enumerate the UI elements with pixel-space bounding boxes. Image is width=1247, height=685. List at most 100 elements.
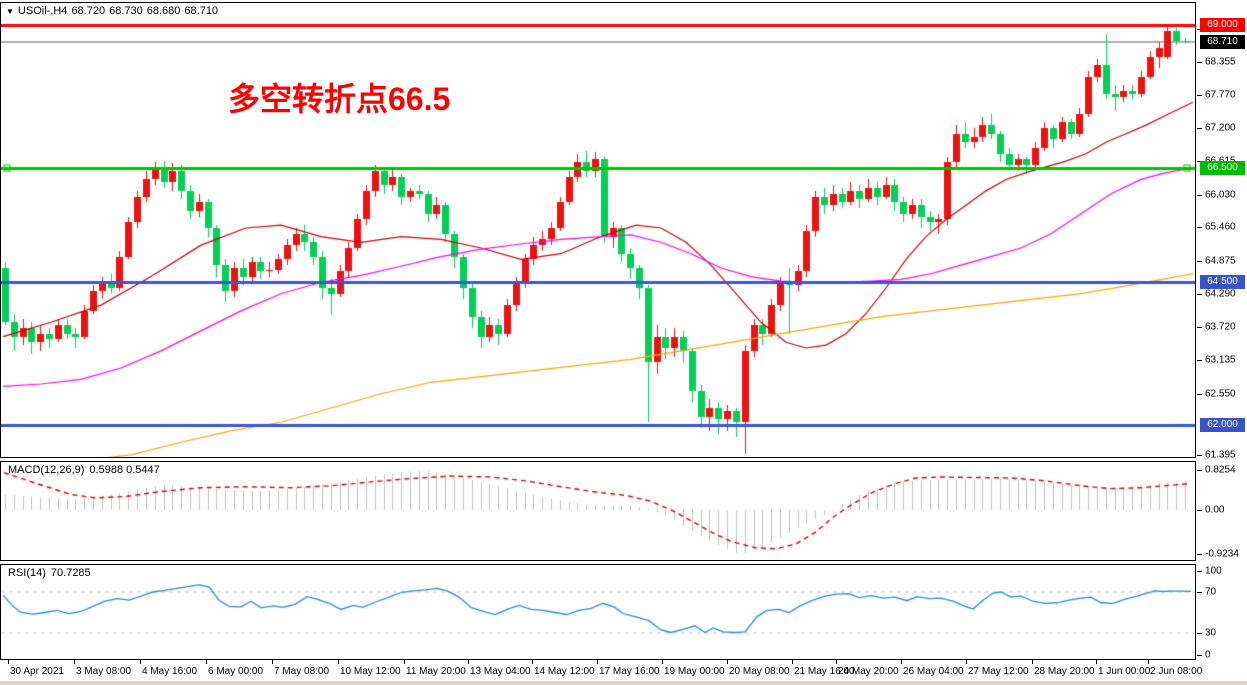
time-tick-label: 21 May 16:00 [794,666,855,677]
price-close: 68.710 [184,5,219,17]
axis-tick-mark [1197,261,1202,262]
macd-tick-label: 0.00 [1205,504,1225,516]
time-tick-mark [836,660,837,664]
time-tick-mark [1032,660,1033,664]
time-tick-mark [966,660,967,664]
chevron-down-icon[interactable]: ▼ [6,7,14,16]
price-tick-label: 63.135 [1205,354,1236,366]
time-tick-mark [468,660,469,664]
time-tick-mark [74,660,75,664]
time-tick-label: 11 May 20:00 [406,666,466,677]
price-tick-label: 64.290 [1205,288,1236,300]
main-chart-canvas[interactable] [1,3,1195,457]
macd-tick-label: 0.8254 [1205,464,1236,476]
rsi-tick-label: 30 [1205,627,1217,639]
price-open: 68.720 [71,5,106,17]
time-tick-mark [206,660,207,664]
time-tick-mark [792,660,793,664]
price-tick-label: 68.355 [1205,56,1236,68]
time-tick-mark [1096,660,1097,664]
annotation-text: 多空转折点66.5 [228,81,451,117]
time-tick-label: 27 May 12:00 [968,666,1029,677]
axis-tick-mark [1197,510,1202,511]
axis-tick-mark [1197,62,1202,63]
axis-tick-mark [1197,195,1202,196]
time-tick-label: 3 May 08:00 [76,666,132,677]
axis-tick-mark [1197,227,1202,228]
time-tick-label: 30 Apr 2021 [10,666,64,677]
price-axis: 68.94068.35567.77067.20066.61566.03065.4… [1197,0,1247,661]
price-badge: 62.000 [1200,418,1245,432]
rsi-panel[interactable] [0,564,1196,660]
time-tick-label: 17 May 16:00 [599,666,660,677]
axis-tick-mark [1197,128,1202,129]
rsi-label: RSI(14) 70.7285 [8,567,91,579]
axis-tick-mark [1197,95,1202,96]
time-tick-mark [272,660,273,664]
time-tick-label: 1 Jun 00:00 [1098,666,1151,677]
time-tick-mark [338,660,339,664]
price-tick-label: 67.200 [1205,122,1236,134]
time-tick-mark [662,660,663,664]
axis-tick-mark [1197,327,1202,328]
axis-tick-mark [1197,29,1202,30]
time-tick-label: 20 May 08:00 [729,666,790,677]
price-low: 68.680 [146,5,181,17]
time-tick-label: 14 May 12:00 [534,666,595,677]
time-tick-mark [532,660,533,664]
axis-tick-mark [1197,360,1202,361]
time-tick-label: 24 May 20:00 [838,666,899,677]
axis-tick-mark [1197,633,1202,634]
rsi-tick-label: 0 [1205,649,1211,661]
macd-tick-label: -0.9234 [1205,548,1239,560]
time-tick-label: 26 May 04:00 [903,666,964,677]
symbol-header[interactable]: ▼ USOil-,H4 68.720 68.730 68.680 68.710 [6,5,222,17]
axis-tick-mark [1197,455,1202,456]
macd-label: MACD(12,26,9) 0.5988 0.5447 [8,464,160,476]
macd-panel[interactable] [0,461,1196,561]
time-tick-mark [140,660,141,664]
price-tick-label: 66.030 [1205,189,1236,201]
time-tick-mark [727,660,728,664]
symbol-label: USOil-,H4 [17,5,68,17]
rsi-tick-label: 70 [1205,586,1217,598]
axis-tick-mark [1197,394,1202,395]
price-tick-label: 65.460 [1205,221,1236,233]
macd-canvas[interactable] [1,462,1195,560]
axis-tick-mark [1197,161,1202,162]
bottom-strip [0,681,1247,685]
time-tick-mark [404,660,405,664]
rsi-tick-label: 100 [1205,565,1222,577]
time-axis[interactable]: 30 Apr 2021 3 May 08:00 4 May 16:00 6 May 0… [0,660,1247,681]
time-tick-label: 7 May 08:00 [274,666,330,677]
price-badge: 66.500 [1200,161,1245,175]
time-tick-label: 10 May 12:00 [340,666,401,677]
time-tick-label: 28 May 20:00 [1034,666,1095,677]
axis-tick-mark [1197,592,1202,593]
time-tick-label: 13 May 04:00 [470,666,531,677]
axis-tick-mark [1197,470,1202,471]
time-tick-mark [8,660,9,664]
price-tick-label: 63.720 [1205,321,1236,333]
price-badge: 69.000 [1200,18,1245,32]
price-badge: 68.710 [1200,35,1245,49]
time-tick-mark [1148,660,1149,664]
price-tick-label: 64.875 [1205,255,1236,267]
axis-tick-mark [1197,294,1202,295]
time-tick-label: 19 May 00:00 [664,666,725,677]
price-tick-label: 62.550 [1205,388,1236,400]
axis-tick-mark [1197,571,1202,572]
rsi-canvas[interactable] [1,565,1195,659]
price-tick-label: 61.395 [1205,449,1236,461]
time-tick-label: 4 May 16:00 [142,666,198,677]
price-high: 68.730 [109,5,143,17]
price-tick-label: 67.770 [1205,89,1236,101]
time-tick-label: 2 Jun 08:00 [1150,666,1203,677]
axis-tick-mark [1197,554,1202,555]
time-tick-mark [597,660,598,664]
axis-tick-mark [1197,655,1202,656]
main-chart-panel[interactable] [0,2,1196,458]
time-tick-label: 6 May 00:00 [208,666,264,677]
price-badge: 64.500 [1200,275,1245,289]
